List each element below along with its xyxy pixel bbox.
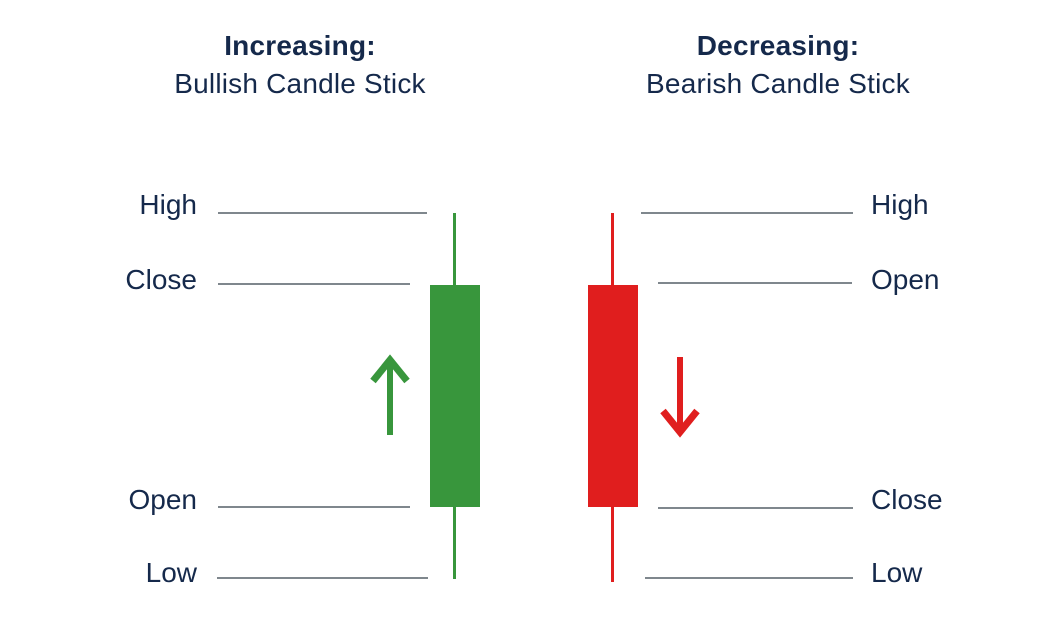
- bullish-candle-body: [430, 285, 480, 507]
- bearish-title-line2: Bearish Candle Stick: [646, 68, 910, 99]
- bearish-close-label: Close: [871, 484, 943, 515]
- bearish-open-label: Open: [871, 264, 940, 295]
- bullish-open-guide-line: [218, 506, 410, 508]
- bullish-open-label: Open: [128, 484, 198, 515]
- bearish-title-line1: Decreasing:: [696, 30, 860, 61]
- bullish-high-guide-line: [218, 212, 427, 214]
- bullish-panel-title: Increasing: Bullish Candle Stick: [120, 27, 480, 103]
- up-arrow-icon: [365, 352, 415, 440]
- bullish-low-guide-line: [217, 577, 428, 579]
- bearish-candle-body: [588, 285, 638, 507]
- bullish-title-line1: Increasing:: [224, 30, 376, 61]
- bullish-low-label: Low: [145, 557, 197, 588]
- bearish-high-guide-line: [641, 212, 853, 214]
- bullish-close-label: Close: [125, 264, 197, 295]
- bearish-low-label: Low: [871, 557, 923, 588]
- bearish-high-label: High: [871, 189, 929, 220]
- bearish-close-guide-line: [658, 507, 853, 509]
- bearish-open-guide-line: [658, 282, 852, 284]
- bullish-title-line2: Bullish Candle Stick: [174, 68, 426, 99]
- down-arrow-icon: [655, 352, 705, 440]
- bullish-close-guide-line: [218, 283, 410, 285]
- bearish-panel-title: Decreasing: Bearish Candle Stick: [598, 27, 958, 103]
- bullish-high-label: High: [139, 189, 197, 220]
- bearish-low-guide-line: [645, 577, 853, 579]
